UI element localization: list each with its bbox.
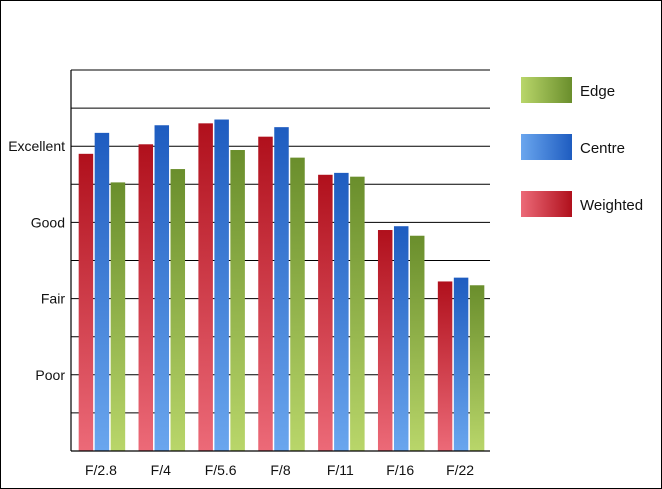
x-tick-label: F/4 xyxy=(151,462,171,478)
y-tick-label: Poor xyxy=(35,367,65,383)
bar-weighted xyxy=(198,123,213,451)
legend-swatch-weighted xyxy=(521,191,572,217)
bar-edge xyxy=(290,157,305,451)
bar-centre xyxy=(453,277,469,451)
bar-centre xyxy=(274,127,289,452)
legend-swatch-edge xyxy=(521,77,572,103)
y-tick-label: Excellent xyxy=(8,138,65,154)
bar-edge xyxy=(170,169,186,451)
bar-edge xyxy=(350,176,365,451)
x-tick-label: F/16 xyxy=(386,462,414,478)
bar-edge xyxy=(409,235,425,451)
bar-edge xyxy=(469,285,485,451)
bars xyxy=(78,119,485,452)
legend-label-edge: Edge xyxy=(580,83,615,100)
x-tick-label: F/5.6 xyxy=(205,462,237,478)
legend: Edge Centre Weighted xyxy=(521,77,643,217)
x-tick-label: F/8 xyxy=(270,462,290,478)
bar-edge xyxy=(230,150,245,451)
legend-swatch-centre xyxy=(521,134,572,160)
bar-centre xyxy=(214,119,229,451)
x-tick-label: F/2.8 xyxy=(85,462,117,478)
bar-weighted xyxy=(318,174,333,451)
axes: Poor Fair Good Excellent F/2.8 F/4 F/5.6 F/8 F/1… xyxy=(8,70,490,478)
x-tick-label: F/22 xyxy=(446,462,474,478)
bar-weighted xyxy=(138,144,154,452)
bar-weighted xyxy=(437,281,453,451)
bar-centre xyxy=(154,125,170,452)
y-tick-label: Good xyxy=(31,214,65,230)
x-tick-label: F/11 xyxy=(327,462,354,478)
bar-centre xyxy=(393,226,409,451)
bar-weighted xyxy=(78,153,94,451)
bar-weighted xyxy=(377,230,393,451)
legend-label-centre: Centre xyxy=(580,140,625,157)
legend-label-weighted: Weighted xyxy=(580,197,643,214)
bar-centre xyxy=(94,132,110,452)
bar-edge xyxy=(110,182,126,451)
bar-centre xyxy=(334,172,349,451)
y-tick-label: Fair xyxy=(41,291,65,307)
bar-weighted xyxy=(258,136,273,452)
